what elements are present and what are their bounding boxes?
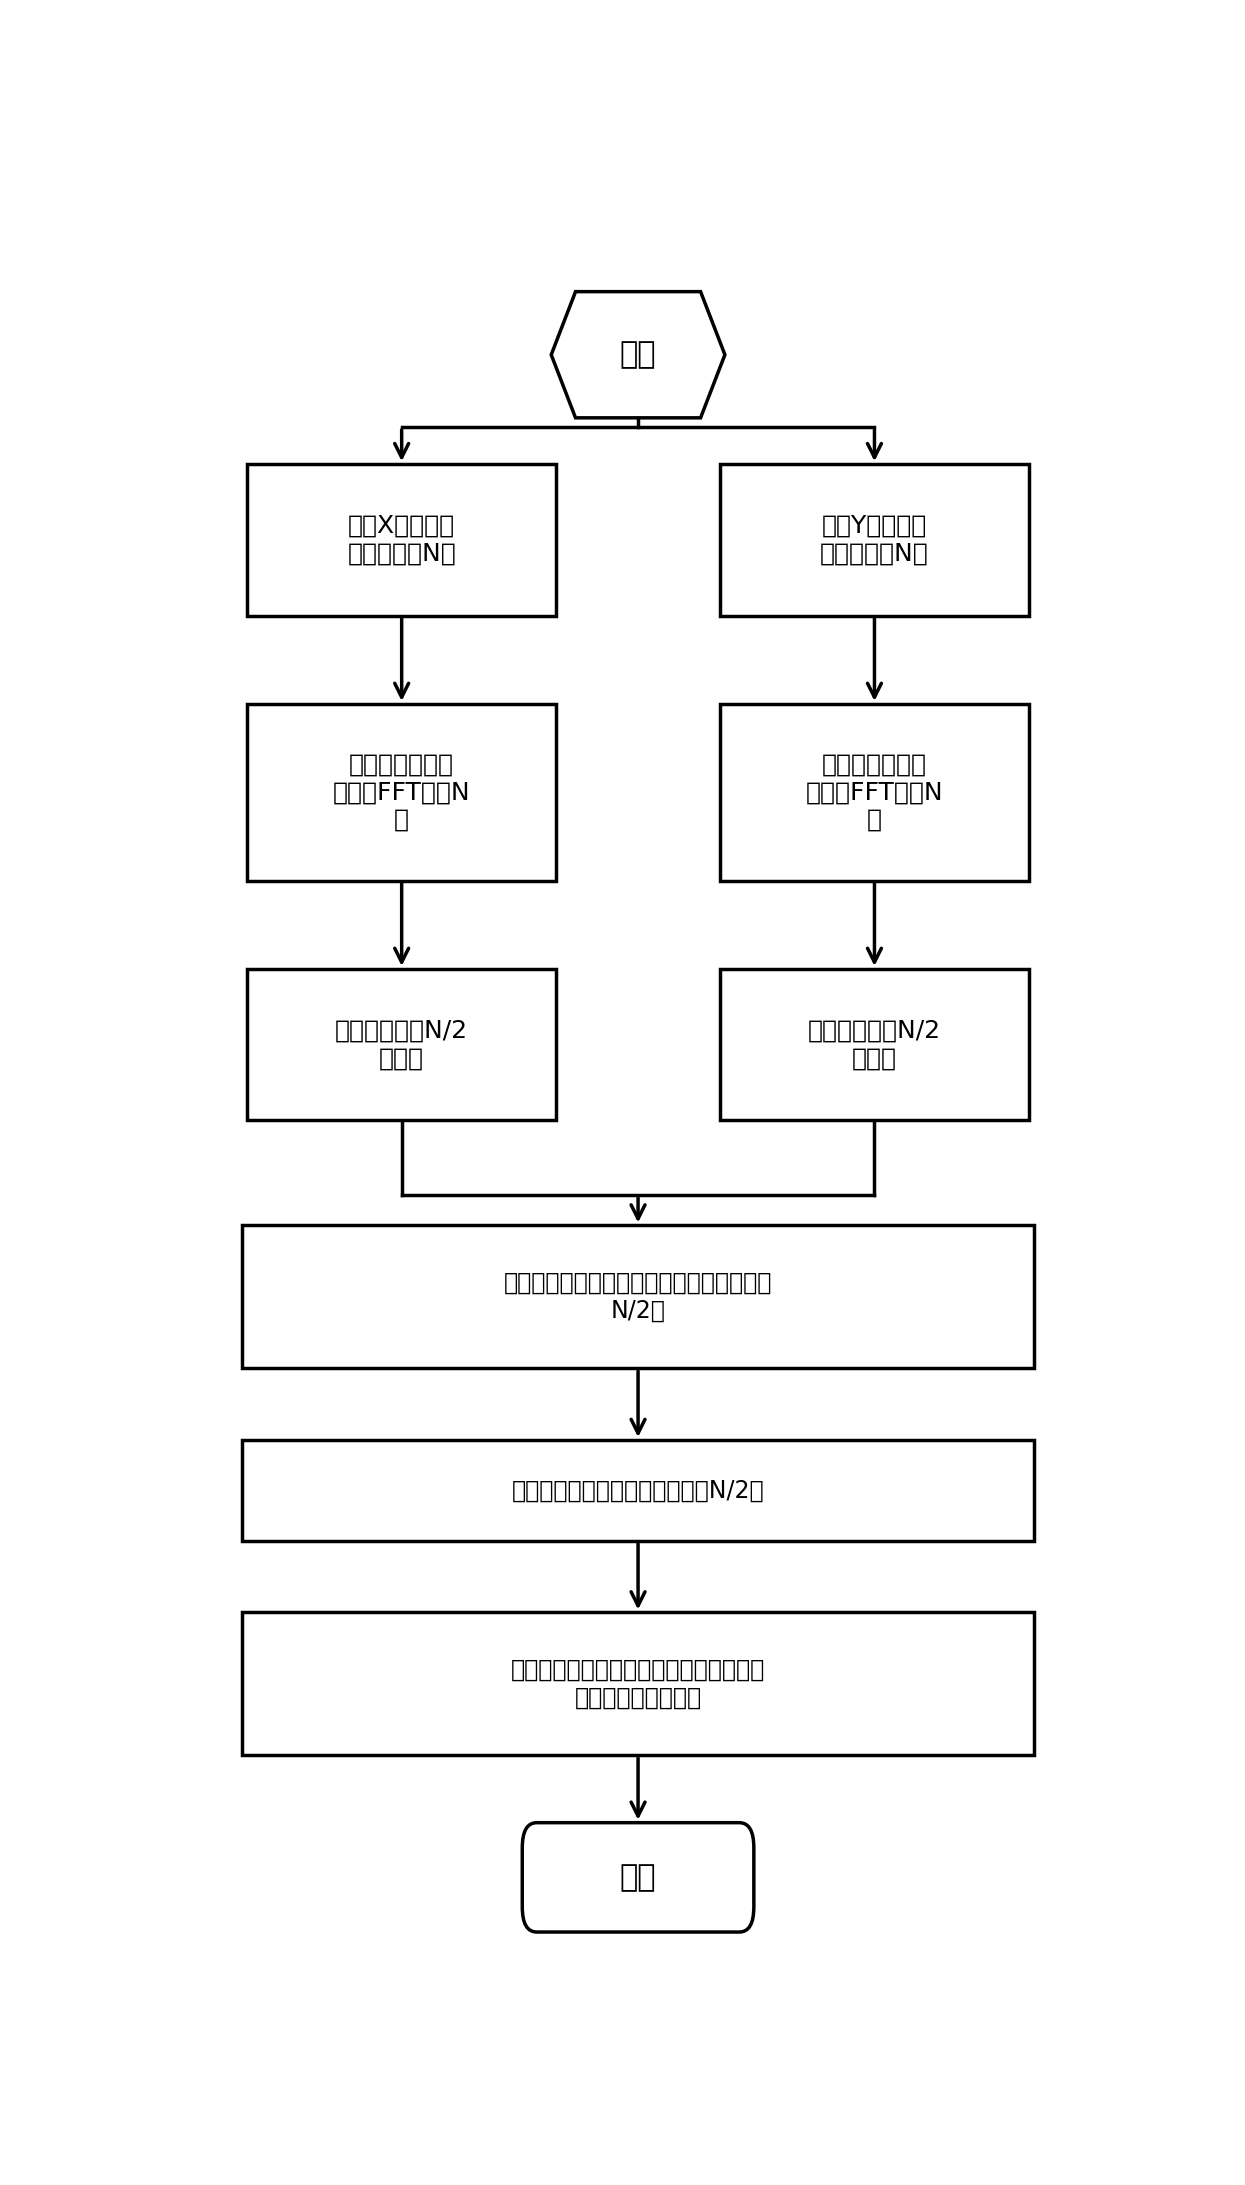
- FancyBboxPatch shape: [720, 968, 1028, 1121]
- FancyBboxPatch shape: [523, 1822, 754, 1932]
- FancyBboxPatch shape: [248, 463, 557, 616]
- FancyBboxPatch shape: [248, 968, 557, 1121]
- Text: 傅立叶级数：N/2
个分量: 傅立叶级数：N/2 个分量: [808, 1018, 941, 1071]
- FancyBboxPatch shape: [248, 704, 557, 881]
- Text: 结束: 结束: [620, 1864, 656, 1892]
- Text: 快速离散傅立叶
变换（FFT）：N
点: 快速离散傅立叶 变换（FFT）：N 点: [806, 752, 944, 832]
- Polygon shape: [552, 291, 725, 417]
- Text: 以轴振幅值为纵轴、以频率或其阶次为横
轴，画轴振幅值频谱: 以轴振幅值为纵轴、以频率或其阶次为横 轴，画轴振幅值频谱: [510, 1658, 766, 1711]
- Text: 求椭圆长轴半径，即轴振幅值：N/2个: 求椭圆长轴半径，即轴振幅值：N/2个: [512, 1479, 764, 1503]
- FancyBboxPatch shape: [243, 1226, 1033, 1368]
- Text: 开始: 开始: [620, 341, 656, 369]
- FancyBboxPatch shape: [243, 1613, 1033, 1755]
- Text: 读入Y传感方向
位移序列：N点: 读入Y传感方向 位移序列：N点: [820, 513, 929, 566]
- Text: 两同频率分量合成该频率下轴振轨迹椭圆：
N/2个: 两同频率分量合成该频率下轴振轨迹椭圆： N/2个: [504, 1272, 772, 1322]
- FancyBboxPatch shape: [243, 1440, 1033, 1540]
- Text: 读入X传感方向
位移序列：N点: 读入X传感方向 位移序列：N点: [347, 513, 456, 566]
- FancyBboxPatch shape: [720, 463, 1028, 616]
- Text: 快速离散傅立叶
变换（FFT）：N
点: 快速离散傅立叶 变换（FFT）：N 点: [332, 752, 471, 832]
- FancyBboxPatch shape: [720, 704, 1028, 881]
- Text: 傅立叶级数：N/2
个分量: 傅立叶级数：N/2 个分量: [335, 1018, 468, 1071]
